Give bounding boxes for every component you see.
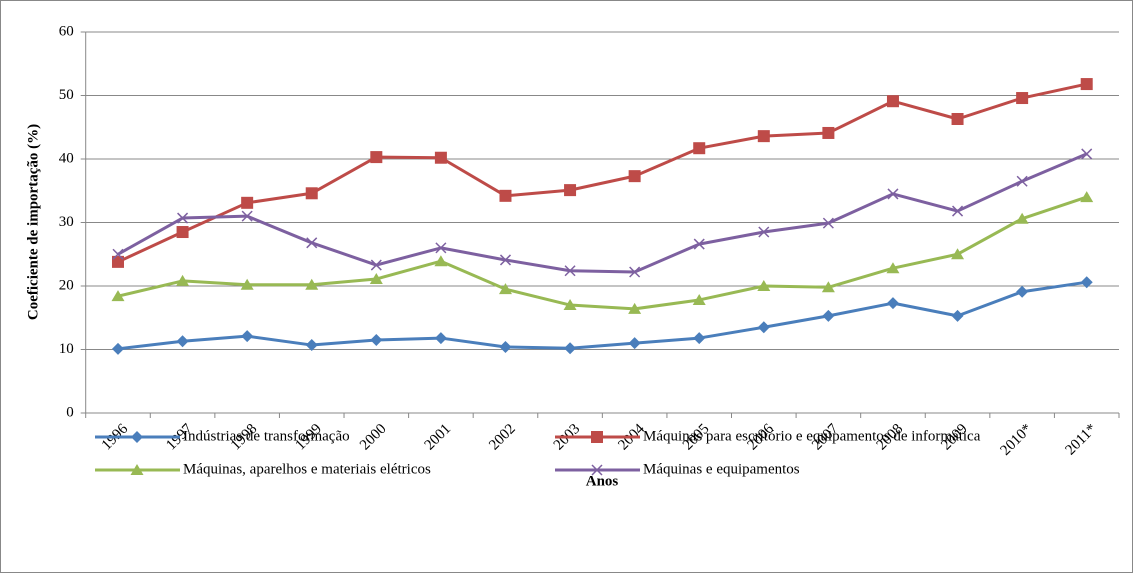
series-line	[117, 82, 1088, 264]
marker	[370, 259, 382, 271]
marker	[951, 309, 964, 322]
marker	[564, 184, 577, 197]
y-tick-label: 30	[59, 214, 74, 230]
marker	[757, 321, 770, 334]
marker	[1015, 212, 1029, 224]
marker	[1016, 92, 1029, 105]
marker	[240, 278, 254, 290]
marker	[370, 333, 383, 346]
marker	[435, 242, 447, 254]
marker	[887, 188, 899, 200]
marker	[591, 464, 603, 476]
marker	[1080, 78, 1093, 91]
marker	[628, 302, 642, 314]
marker	[692, 293, 706, 305]
marker	[951, 112, 964, 125]
marker	[951, 248, 965, 260]
marker	[821, 281, 835, 293]
marker	[131, 431, 143, 443]
marker	[434, 255, 448, 267]
marker	[952, 205, 964, 217]
marker	[822, 126, 835, 139]
marker	[241, 196, 254, 209]
y-axis-label: Coeficiente de importação (%)	[25, 124, 41, 320]
marker	[591, 431, 603, 443]
marker	[628, 170, 641, 183]
marker	[757, 130, 770, 143]
marker	[305, 278, 319, 290]
y-tick-label: 50	[59, 87, 74, 103]
marker	[305, 339, 318, 352]
marker	[176, 274, 190, 286]
marker	[1080, 276, 1093, 289]
marker	[241, 330, 254, 343]
marker	[1080, 191, 1094, 203]
marker	[822, 217, 834, 229]
marker	[498, 283, 512, 295]
marker	[822, 309, 835, 322]
marker	[757, 280, 771, 291]
y-tick-label: 40	[59, 150, 74, 166]
marker	[758, 226, 770, 238]
marker	[629, 266, 641, 278]
series-line	[117, 152, 1088, 274]
marker	[176, 335, 189, 348]
legend-label: Máquinas, aparelhos e materiais elétrico…	[183, 461, 431, 477]
marker	[693, 332, 706, 345]
y-tick-label: 0	[66, 404, 74, 420]
marker	[564, 265, 576, 277]
y-tick-label: 60	[59, 23, 74, 39]
marker	[434, 151, 447, 164]
marker	[111, 290, 125, 302]
marker	[499, 189, 512, 202]
marker	[564, 342, 577, 355]
marker	[886, 95, 899, 108]
marker	[369, 273, 383, 285]
marker	[370, 151, 383, 164]
marker	[241, 210, 253, 222]
marker	[1081, 148, 1093, 160]
legend-label: Máquinas para escritório e equipamentos …	[643, 428, 981, 444]
marker	[1016, 175, 1028, 187]
marker	[563, 299, 577, 311]
marker	[112, 248, 124, 260]
marker	[886, 297, 899, 310]
series-line	[117, 195, 1088, 311]
x-axis-label: Anos	[586, 473, 619, 489]
marker	[1016, 285, 1029, 298]
marker	[886, 262, 900, 274]
marker	[176, 226, 189, 239]
marker	[306, 237, 318, 249]
y-tick-label: 10	[59, 341, 74, 357]
marker	[693, 238, 705, 250]
marker	[499, 254, 512, 266]
legend-label: Indústrias de transformação	[183, 428, 350, 444]
marker	[111, 342, 124, 355]
marker	[434, 332, 447, 345]
marker	[130, 464, 144, 475]
legend-label: Máquinas e equipamentos	[643, 461, 800, 477]
marker	[177, 212, 189, 224]
series-line	[117, 280, 1087, 351]
marker	[693, 142, 706, 155]
marker	[305, 187, 318, 200]
marker	[111, 255, 124, 268]
y-tick-label: 20	[59, 277, 74, 293]
marker	[499, 340, 512, 353]
marker	[628, 337, 641, 350]
